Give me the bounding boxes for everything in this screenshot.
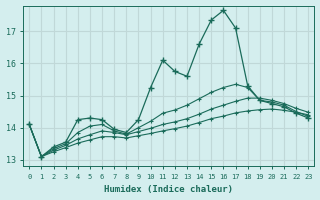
X-axis label: Humidex (Indice chaleur): Humidex (Indice chaleur) xyxy=(104,185,233,194)
